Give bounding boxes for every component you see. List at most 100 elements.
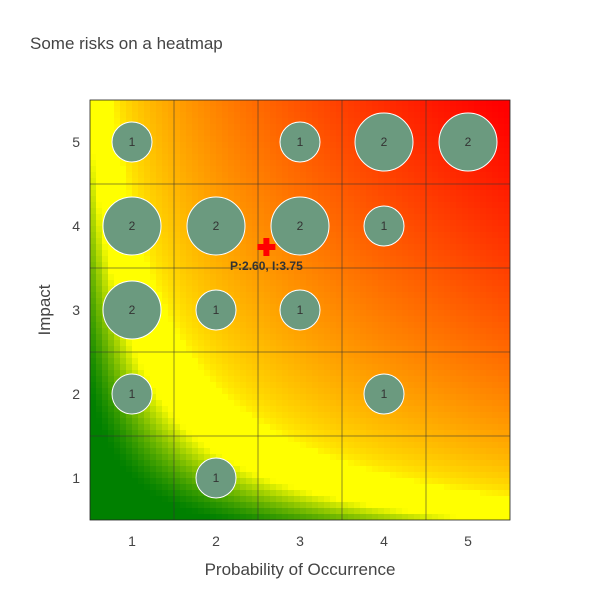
- heat-cell: [342, 148, 349, 155]
- heat-cell: [192, 478, 199, 485]
- heat-cell: [186, 448, 193, 455]
- heat-cell: [360, 466, 367, 473]
- heat-cell: [498, 514, 505, 520]
- heat-cell: [150, 184, 157, 191]
- heat-cell: [486, 298, 493, 305]
- heat-cell: [354, 364, 361, 371]
- heat-cell: [120, 490, 127, 497]
- heat-cell: [132, 262, 139, 269]
- heat-cell: [486, 412, 493, 419]
- heat-cell: [492, 298, 499, 305]
- heat-cell: [240, 298, 247, 305]
- heat-cell: [240, 154, 247, 161]
- heat-cell: [318, 394, 325, 401]
- heat-cell: [228, 268, 235, 275]
- heat-cell: [336, 388, 343, 395]
- heat-cell: [114, 484, 121, 491]
- heat-cell: [372, 172, 379, 179]
- heat-cell: [198, 334, 205, 341]
- heat-cell: [504, 172, 510, 179]
- heat-cell: [168, 316, 175, 323]
- heat-cell: [450, 244, 457, 251]
- heat-cell: [102, 100, 109, 107]
- heat-cell: [450, 436, 457, 443]
- heat-cell: [156, 424, 163, 431]
- heat-cell: [408, 406, 415, 413]
- heat-cell: [276, 124, 283, 131]
- heat-cell: [186, 190, 193, 197]
- heat-cell: [132, 454, 139, 461]
- heat-cell: [216, 178, 223, 185]
- heat-cell: [348, 160, 355, 167]
- heat-cell: [444, 250, 451, 257]
- heat-cell: [174, 154, 181, 161]
- heat-cell: [282, 370, 289, 377]
- heat-cell: [378, 316, 385, 323]
- heat-cell: [246, 148, 253, 155]
- heat-cell: [282, 166, 289, 173]
- heat-cell: [132, 430, 139, 437]
- heat-cell: [270, 418, 277, 425]
- heat-cell: [174, 484, 181, 491]
- heat-cell: [306, 184, 313, 191]
- heat-cell: [162, 508, 169, 515]
- heat-cell: [366, 244, 373, 251]
- heat-cell: [486, 286, 493, 293]
- heat-cell: [240, 454, 247, 461]
- heat-cell: [282, 406, 289, 413]
- heat-cell: [222, 340, 229, 347]
- heat-cell: [144, 274, 151, 281]
- heat-cell: [480, 466, 487, 473]
- heat-cell: [264, 256, 271, 263]
- heat-cell: [492, 322, 499, 329]
- heat-cell: [96, 142, 103, 149]
- heat-cell: [486, 460, 493, 467]
- heat-cell: [240, 472, 247, 479]
- heat-cell: [462, 334, 469, 341]
- heat-cell: [312, 490, 319, 497]
- heat-cell: [234, 442, 241, 449]
- heat-cell: [264, 196, 271, 203]
- heat-cell: [276, 406, 283, 413]
- heat-cell: [204, 106, 211, 113]
- heat-cell: [174, 148, 181, 155]
- heat-cell: [444, 442, 451, 449]
- heat-cell: [318, 484, 325, 491]
- heat-cell: [96, 460, 103, 467]
- heat-cell: [258, 448, 265, 455]
- heat-cell: [204, 406, 211, 413]
- heat-cell: [372, 346, 379, 353]
- heat-cell: [468, 196, 475, 203]
- heat-cell: [174, 280, 181, 287]
- heat-cell: [168, 274, 175, 281]
- heat-cell: [288, 490, 295, 497]
- heat-cell: [426, 418, 433, 425]
- heat-cell: [228, 328, 235, 335]
- heat-cell: [438, 118, 445, 125]
- heat-cell: [126, 454, 133, 461]
- heat-cell: [414, 214, 421, 221]
- heat-cell: [282, 184, 289, 191]
- heat-cell: [198, 388, 205, 395]
- heat-cell: [198, 184, 205, 191]
- heat-cell: [444, 496, 451, 503]
- heat-cell: [114, 514, 121, 520]
- heat-cell: [354, 484, 361, 491]
- heat-cell: [324, 496, 331, 503]
- heat-cell: [246, 178, 253, 185]
- heat-cell: [474, 484, 481, 491]
- heat-cell: [480, 244, 487, 251]
- heat-cell: [264, 424, 271, 431]
- heat-cell: [468, 286, 475, 293]
- heat-cell: [444, 244, 451, 251]
- heat-cell: [444, 232, 451, 239]
- heat-cell: [96, 124, 103, 131]
- heat-cell: [270, 316, 277, 323]
- heat-cell: [504, 106, 510, 113]
- heat-cell: [462, 460, 469, 467]
- heat-cell: [462, 448, 469, 455]
- heat-cell: [456, 202, 463, 209]
- heat-cell: [504, 112, 510, 119]
- heat-cell: [234, 328, 241, 335]
- heat-cell: [348, 424, 355, 431]
